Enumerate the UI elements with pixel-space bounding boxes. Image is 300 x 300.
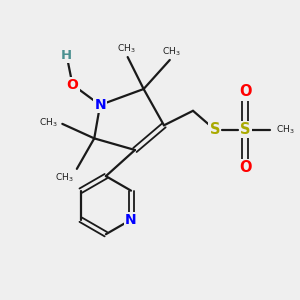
Text: O: O xyxy=(67,78,78,92)
Text: CH$_3$: CH$_3$ xyxy=(55,172,74,184)
Text: O: O xyxy=(239,160,251,175)
Text: CH$_3$: CH$_3$ xyxy=(162,45,181,58)
Text: N: N xyxy=(125,213,137,227)
Text: CH$_3$: CH$_3$ xyxy=(39,116,58,129)
Text: H: H xyxy=(61,49,72,62)
Text: CH$_3$: CH$_3$ xyxy=(117,42,136,55)
Text: O: O xyxy=(239,84,251,99)
Text: S: S xyxy=(209,122,220,137)
Text: CH$_3$: CH$_3$ xyxy=(276,123,294,136)
Text: S: S xyxy=(240,122,250,137)
Text: N: N xyxy=(94,98,106,112)
